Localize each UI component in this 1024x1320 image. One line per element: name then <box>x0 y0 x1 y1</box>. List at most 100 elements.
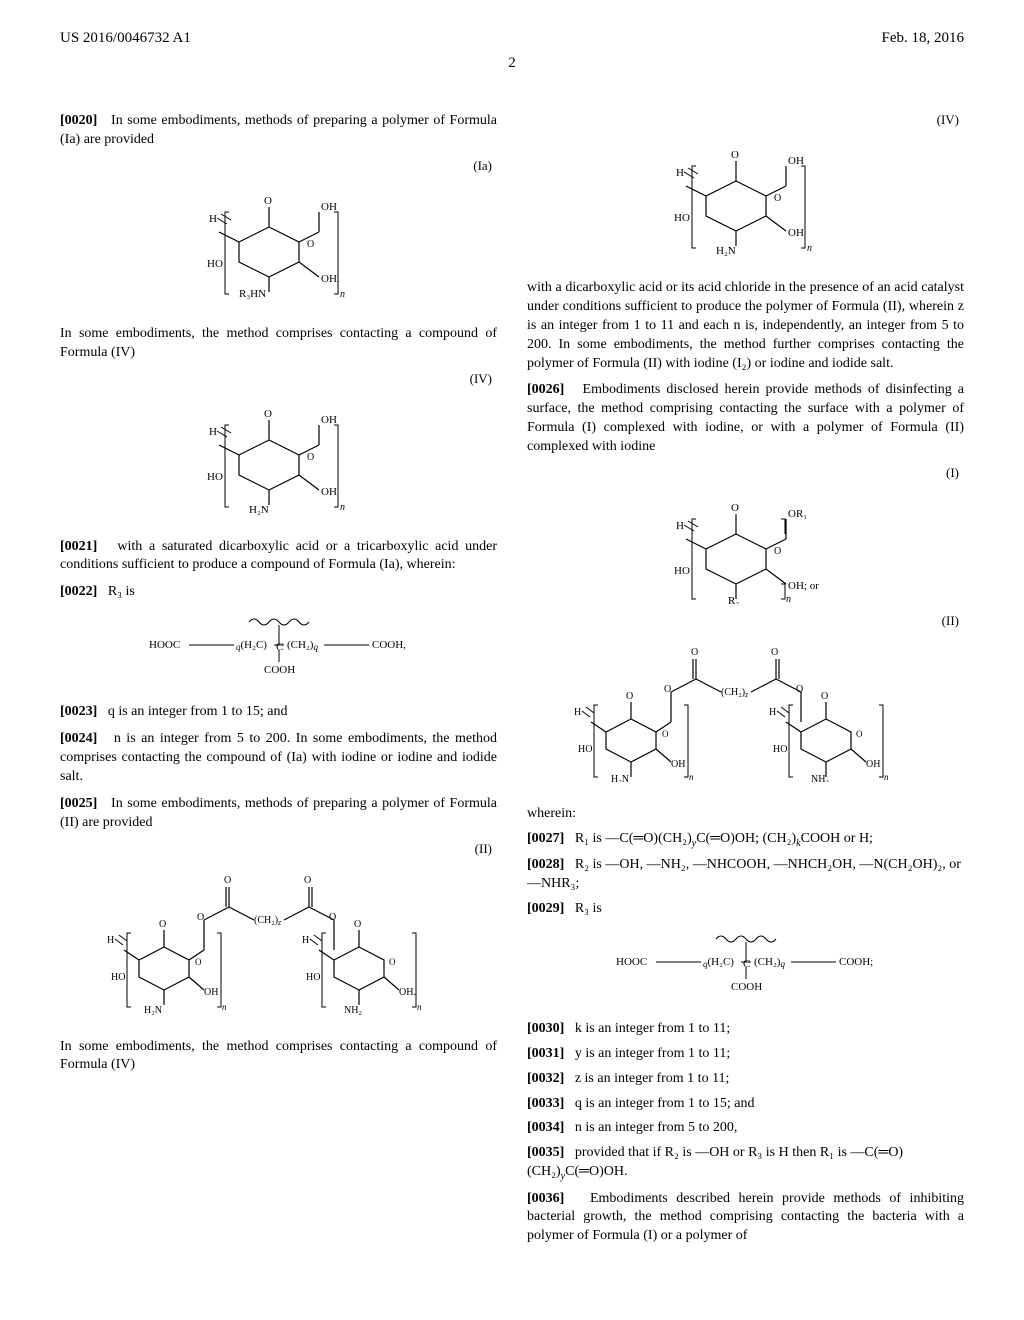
svg-text:O: O <box>796 684 803 695</box>
para-text: k is an integer from 1 to 11; <box>575 1021 730 1036</box>
svg-text:OH; or: OH; or <box>788 580 819 592</box>
svg-text:HO: HO <box>111 972 125 983</box>
para-0036: [0036] Embodiments described herein prov… <box>527 1190 964 1247</box>
para-text: R₁ is —C(═O)(CH₂)yC(═O)OH; (CH₂)kCOOH or… <box>575 831 873 846</box>
para-0030: [0030] k is an integer from 1 to 11; <box>527 1020 964 1039</box>
svg-text:n: n <box>340 502 345 513</box>
svg-text:OH: OH <box>204 987 218 998</box>
wherein-label: wherein: <box>527 805 964 824</box>
formula-label-iv-right: (IV) <box>527 112 964 128</box>
para-num: [0025] <box>60 796 97 811</box>
svg-text:O: O <box>304 875 311 886</box>
svg-text:HO: HO <box>578 744 592 755</box>
svg-text:O: O <box>159 919 166 930</box>
svg-text:OH: OH <box>671 759 685 770</box>
para-text: In some embodiments, methods of preparin… <box>60 113 497 147</box>
para-num: [0031] <box>527 1046 564 1061</box>
para-0022: [0022] R₃ is <box>60 583 497 602</box>
svg-text:O: O <box>264 408 272 420</box>
para-0029: [0029] R₃ is <box>527 900 964 919</box>
svg-text:R₃HN: R₃HN <box>239 288 266 300</box>
formula-i: H O OR₁ O HO R₂ OH; or n <box>527 489 964 609</box>
para-text: with a saturated dicarboxylic acid or a … <box>60 539 497 573</box>
svg-text:O: O <box>731 149 739 161</box>
para-num: [0027] <box>527 831 564 846</box>
svg-text:O: O <box>354 919 361 930</box>
svg-text:OH: OH <box>321 486 337 498</box>
para-0020-cont: In some embodiments, the method comprise… <box>60 325 497 363</box>
formula-r3-right: HOOC q(H₂C) C (CH₂)q COOH; COOH <box>527 927 964 1002</box>
svg-text:O: O <box>197 912 204 923</box>
svg-text:HOOC: HOOC <box>149 639 180 651</box>
para-0020: [0020] In some embodiments, methods of p… <box>60 112 497 150</box>
formula-label-i: (I) <box>527 465 964 481</box>
svg-text:O: O <box>307 239 314 250</box>
svg-text:COOH;: COOH; <box>839 956 873 968</box>
page-header: US 2016/0046732 A1 Feb. 18, 2016 <box>60 30 964 47</box>
para-0025: [0025] In some embodiments, methods of p… <box>60 795 497 833</box>
para-0021: [0021] with a saturated dicarboxylic aci… <box>60 538 497 576</box>
svg-text:n: n <box>786 594 791 604</box>
para-iv-cont: with a dicarboxylic acid or its acid chl… <box>527 279 964 373</box>
svg-text:HO: HO <box>674 212 690 224</box>
svg-text:O: O <box>264 195 272 207</box>
para-0031: [0031] y is an integer from 1 to 11; <box>527 1045 964 1064</box>
para-num: [0021] <box>60 539 97 554</box>
para-text: q is an integer from 1 to 15; and <box>575 1096 755 1111</box>
para-num: [0030] <box>527 1021 564 1036</box>
para-0035: [0035] provided that if R₂ is —OH or R₃ … <box>527 1144 964 1183</box>
formula-label-ia: (Ia) <box>60 158 497 174</box>
para-num: [0034] <box>527 1120 564 1135</box>
para-0032: [0032] z is an integer from 1 to 11; <box>527 1070 964 1089</box>
svg-text:(CH₂)z: (CH₂)z <box>721 687 749 699</box>
para-num: [0033] <box>527 1096 564 1111</box>
content-columns: [0020] In some embodiments, methods of p… <box>60 112 964 1254</box>
para-0023: [0023] q is an integer from 1 to 15; and <box>60 703 497 722</box>
svg-text:NH₂: NH₂ <box>344 1005 362 1015</box>
right-column: (IV) H O OH O HO <box>527 112 964 1254</box>
svg-text:HO: HO <box>207 258 223 270</box>
formula-iv-left: H O OH O HO H₂N OH n <box>60 395 497 520</box>
svg-text:n: n <box>884 772 889 782</box>
para-text: provided that if R₂ is —OH or R₃ is H th… <box>527 1145 903 1179</box>
svg-text:H: H <box>574 707 581 718</box>
svg-text:O: O <box>664 684 671 695</box>
para-num: [0029] <box>527 901 564 916</box>
svg-text:n: n <box>417 1002 422 1012</box>
svg-text:COOH: COOH <box>731 981 762 993</box>
para-text: Embodiments described herein provide met… <box>527 1191 964 1244</box>
para-text: q is an integer from 1 to 15; and <box>108 704 288 719</box>
para-num: [0022] <box>60 584 97 599</box>
formula-ii-right: H O O O (CH₂)z O O O HO H₂N OH H O O H <box>527 637 964 787</box>
svg-text:O: O <box>195 957 202 967</box>
svg-text:O: O <box>774 546 781 557</box>
svg-text:H: H <box>107 935 114 946</box>
svg-text:C: C <box>276 641 283 653</box>
svg-text:OH.: OH. <box>399 987 416 998</box>
svg-text:O: O <box>691 647 698 658</box>
svg-text:COOH: COOH <box>264 664 295 676</box>
para-0025-cont: In some embodiments, the method comprise… <box>60 1038 497 1076</box>
para-num: [0020] <box>60 113 97 128</box>
formula-label-ii-left: (II) <box>60 841 497 857</box>
svg-text:O: O <box>662 729 669 739</box>
para-text: n is an integer from 5 to 200. In some e… <box>60 731 497 784</box>
svg-text:OH: OH <box>788 155 804 167</box>
svg-text:H₂N: H₂N <box>611 774 629 782</box>
para-0026: [0026] Embodiments disclosed herein prov… <box>527 381 964 457</box>
svg-text:H: H <box>209 213 217 225</box>
formula-iv-right: H O OH O HO H₂N OH n <box>527 136 964 261</box>
publication-date: Feb. 18, 2016 <box>882 30 965 47</box>
formula-r3-left: HOOC q(H₂C) C (CH₂)q COOH, COOH <box>60 610 497 685</box>
svg-text:H₂N: H₂N <box>249 504 269 515</box>
svg-text:H: H <box>769 707 776 718</box>
svg-text:COOH,: COOH, <box>372 639 406 651</box>
para-0034: [0034] n is an integer from 5 to 200, <box>527 1119 964 1138</box>
svg-text:n: n <box>807 243 812 254</box>
svg-text:OH: OH <box>321 414 337 426</box>
para-num: [0032] <box>527 1071 564 1086</box>
svg-text:H₂N: H₂N <box>144 1005 162 1015</box>
svg-text:H: H <box>209 426 217 438</box>
svg-text:OH.: OH. <box>321 273 340 285</box>
para-0033: [0033] q is an integer from 1 to 15; and <box>527 1095 964 1114</box>
